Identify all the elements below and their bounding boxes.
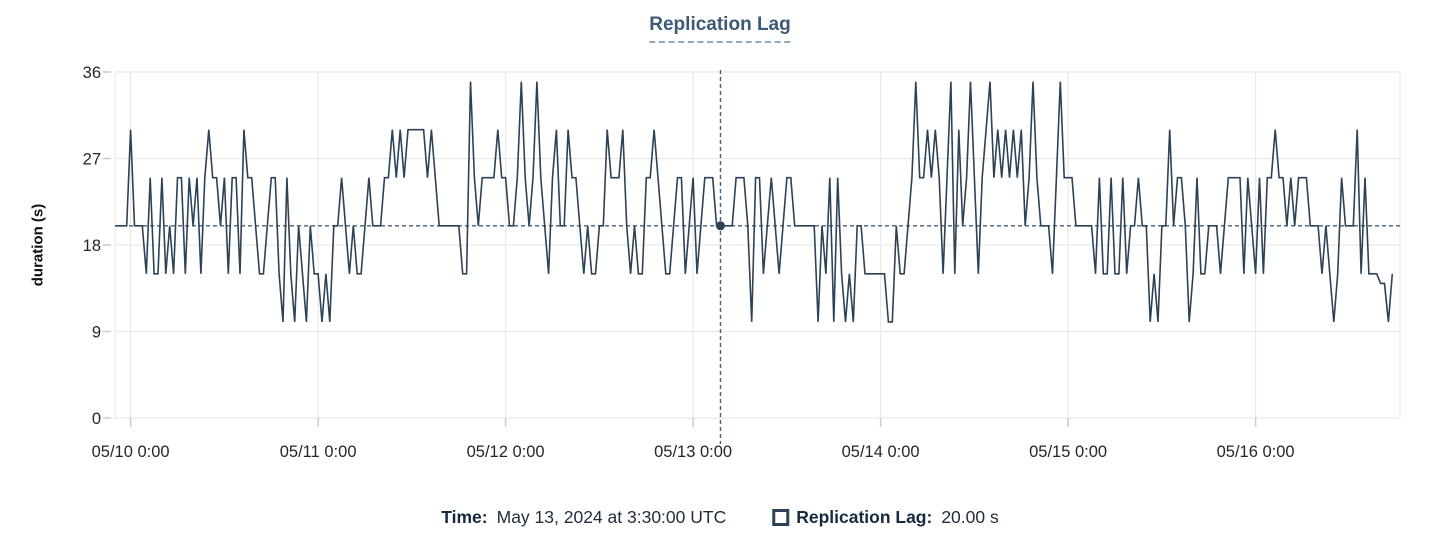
legend-time-value: May 13, 2024 at 3:30:00 UTC: [496, 507, 727, 527]
legend-time: Time: May 13, 2024 at 3:30:00 UTC: [441, 507, 726, 528]
legend-series-label: Replication Lag:: [796, 507, 933, 527]
x-tick-label: 05/15 0:00: [1029, 443, 1107, 461]
y-tick-label: 27: [83, 151, 101, 169]
y-tick-label: 36: [83, 64, 101, 82]
x-tick-label: 05/14 0:00: [842, 443, 920, 461]
legend-series-value: 20.00 s: [941, 507, 999, 527]
series-swatch-icon[interactable]: [772, 509, 790, 526]
x-tick-label: 05/11 0:00: [280, 443, 357, 461]
y-tick-label: 9: [92, 324, 101, 342]
legend-time-label: Time:: [441, 507, 488, 527]
legend: Time: May 13, 2024 at 3:30:00 UTC Replic…: [441, 507, 998, 528]
legend-series-replication-lag[interactable]: Replication Lag: 20.00 s: [772, 507, 999, 528]
y-tick-label: 0: [92, 410, 101, 428]
chart-title[interactable]: Replication Lag: [649, 14, 791, 43]
replication-lag-line[interactable]: [115, 81, 1394, 323]
y-tick-label: 18: [83, 237, 101, 255]
x-tick-label: 05/12 0:00: [467, 443, 545, 461]
x-tick-label: 05/13 0:00: [654, 443, 732, 461]
x-tick-label: 05/16 0:00: [1217, 443, 1295, 461]
crosshair-point[interactable]: [715, 221, 725, 231]
x-tick-label: 05/10 0:00: [92, 443, 170, 461]
